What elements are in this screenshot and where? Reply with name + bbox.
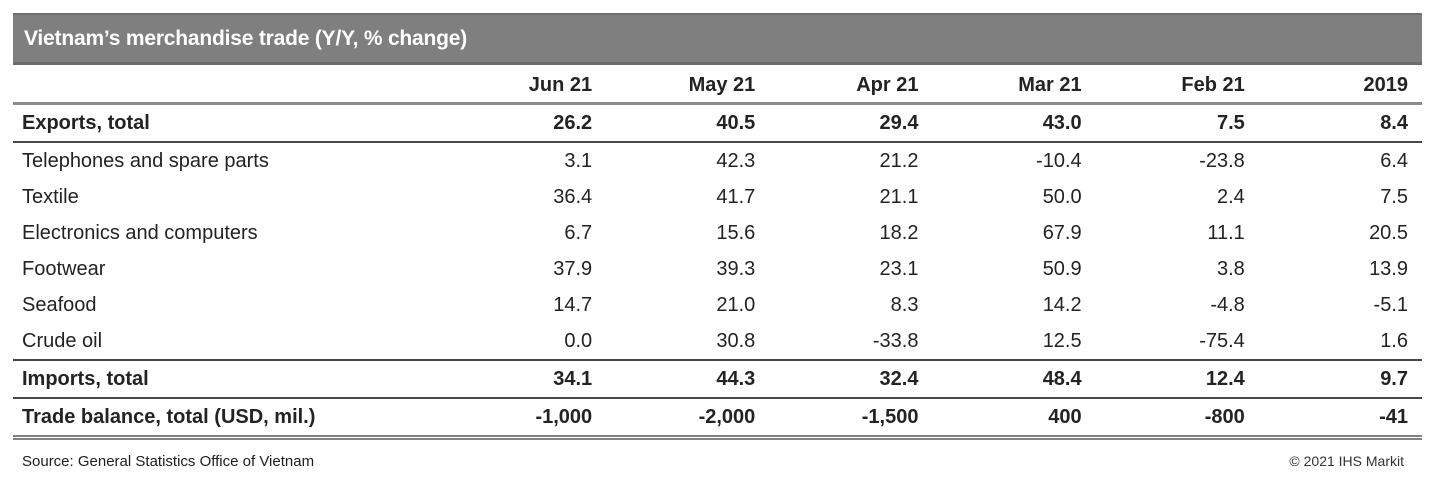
row-label: Electronics and computers [22,221,258,244]
cell-value: -4.8 [1210,293,1245,316]
cell-value: 21.0 [716,293,756,316]
cell-value: 8.4 [1258,103,1422,143]
cell-value: 67.9 [1042,221,1082,244]
table-row-seafood: Seafood 14.7 21.0 8.3 14.2 -4.8 -5.1 [13,287,1422,323]
cell-value: 7.5 [1380,185,1408,208]
cell-value: 37.9 [553,257,593,280]
row-label: Textile [22,185,79,208]
cell-value: 41.7 [716,185,756,208]
cell-value: -75.4 [1095,323,1259,361]
cell-value: -1,000 [443,398,607,440]
row-label: Imports, total [13,360,443,399]
trade-data-table: Jun 21 May 21 Apr 21 Mar 21 Feb 21 2019 … [13,65,1422,440]
cell-value: 30.8 [606,323,770,361]
row-label: Seafood [22,293,97,316]
cell-value: -23.8 [1199,149,1245,172]
cell-value: 3.8 [1216,257,1245,280]
page-title: Vietnam’s merchandise trade (Y/Y, % chan… [24,26,468,50]
cell-value: 12.4 [1095,360,1259,399]
table-row-exports-total: Exports, total 26.2 40.5 29.4 43.0 7.5 8… [13,103,1422,143]
cell-value: -41 [1258,398,1422,440]
row-label: Footwear [22,257,106,280]
cell-value: 6.4 [1380,149,1408,172]
cell-value: 23.1 [879,257,919,280]
cell-value: 50.0 [1042,185,1082,208]
cell-value: -800 [1095,398,1259,440]
cell-value: 14.2 [1042,293,1082,316]
cell-value: 9.7 [1258,360,1422,399]
cell-value: 7.5 [1095,103,1259,143]
table-title-bar: Vietnam’s merchandise trade (Y/Y, % chan… [13,13,1422,65]
cell-value: 14.7 [553,293,593,316]
cell-value: 29.4 [769,103,933,143]
row-label: Telephones and spare parts [22,149,269,172]
cell-value: 43.0 [932,103,1096,143]
cell-value: 32.4 [769,360,933,399]
column-header-feb21: Feb 21 [1095,65,1259,105]
cell-value: 36.4 [553,185,593,208]
column-header-may21: May 21 [606,65,770,105]
footer: Source: General Statistics Office of Vie… [13,440,1422,470]
cell-value: -2,000 [606,398,770,440]
cell-value: 39.3 [716,257,756,280]
header-row: Jun 21 May 21 Apr 21 Mar 21 Feb 21 2019 [13,65,1422,105]
cell-value: 18.2 [879,221,919,244]
cell-value: -33.8 [769,323,933,361]
cell-value: 6.7 [564,221,593,244]
column-header-jun21: Jun 21 [443,65,607,105]
cell-value: 40.5 [606,103,770,143]
column-header-mar21: Mar 21 [932,65,1096,105]
cell-value: 44.3 [606,360,770,399]
table-row-crude-oil: Crude oil 0.0 30.8 -33.8 12.5 -75.4 1.6 [13,323,1422,361]
cell-value: 50.9 [1042,257,1082,280]
cell-value: 15.6 [716,221,756,244]
column-header-empty [13,65,443,105]
cell-value: 12.5 [932,323,1096,361]
cell-value: 20.5 [1369,221,1408,244]
cell-value: 21.1 [879,185,919,208]
cell-value: 400 [932,398,1096,440]
cell-value: -1,500 [769,398,933,440]
row-label: Trade balance, total (USD, mil.) [13,398,443,440]
table-row-electronics: Electronics and computers 6.7 15.6 18.2 … [13,215,1422,251]
cell-value: -10.4 [1036,149,1082,172]
column-header-2019: 2019 [1258,65,1422,105]
cell-value: 42.3 [716,149,756,172]
cell-value: 48.4 [932,360,1096,399]
cell-value: 3.1 [564,149,593,172]
cell-value: 0.0 [443,323,607,361]
cell-value: 11.1 [1207,221,1245,244]
cell-value: 2.4 [1216,185,1245,208]
source-note: Source: General Statistics Office of Vie… [22,453,315,470]
cell-value: 26.2 [443,103,607,143]
cell-value: -5.1 [1373,293,1408,316]
cell-value: 1.6 [1258,323,1422,361]
cell-value: 21.2 [879,149,919,172]
table-row-footwear: Footwear 37.9 39.3 23.1 50.9 3.8 13.9 [13,251,1422,287]
copyright-note: © 2021 IHS Markit [1289,453,1404,469]
row-label: Exports, total [13,103,443,143]
column-header-apr21: Apr 21 [769,65,933,105]
row-label: Crude oil [13,323,443,361]
table-row-telephones: Telephones and spare parts 3.1 42.3 21.2… [13,142,1422,179]
cell-value: 8.3 [890,293,919,316]
table-row-imports-total: Imports, total 34.1 44.3 32.4 48.4 12.4 … [13,360,1422,399]
table-row-trade-balance: Trade balance, total (USD, mil.) -1,000 … [13,398,1422,440]
cell-value: 34.1 [443,360,607,399]
cell-value: 13.9 [1369,257,1408,280]
table-row-textile: Textile 36.4 41.7 21.1 50.0 2.4 7.5 [13,179,1422,215]
